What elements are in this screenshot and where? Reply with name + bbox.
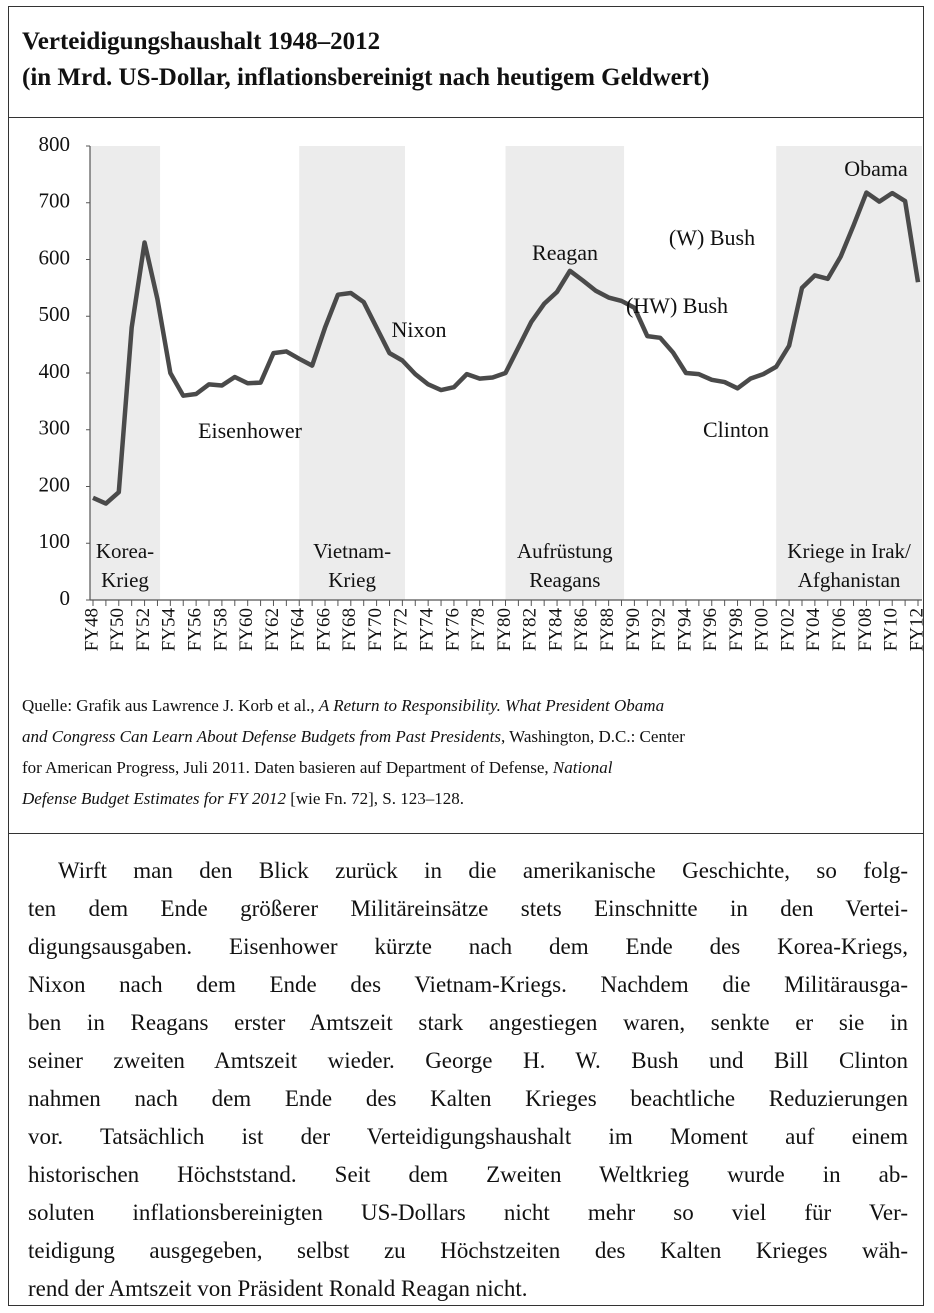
x-tick-label: FY82 — [520, 608, 541, 651]
period-band — [505, 146, 625, 600]
caption-text: for American Progress, Juli 2011. Daten … — [22, 758, 553, 777]
x-tick-label: FY02 — [777, 608, 798, 651]
caption-text: and Congress Can Learn About Defense Bud… — [22, 727, 501, 746]
x-tick-label: FY48 — [81, 608, 102, 651]
caption-line: and Congress Can Learn About Defense Bud… — [22, 727, 685, 747]
annotation: Eisenhower — [198, 418, 303, 443]
y-tick-label: 100 — [39, 529, 71, 553]
annotation: Nixon — [392, 317, 447, 342]
caption-line: Defense Budget Estimates for FY 2012 [wi… — [22, 789, 464, 809]
y-tick-label: 500 — [39, 302, 71, 326]
caption-text: , Washington, D.C.: Center — [500, 727, 685, 746]
chart-title: (in Mrd. US-Dollar, inflationsbereinigt … — [22, 64, 710, 91]
body-line: ben in Reagans erster Amtszeit stark ang… — [28, 1010, 908, 1035]
x-tick-label: FY94 — [674, 608, 695, 652]
x-tick-label: FY84 — [545, 608, 566, 652]
y-tick-label: 200 — [39, 472, 71, 496]
band-label: Afghanistan — [798, 568, 901, 592]
period-band — [776, 146, 922, 600]
x-tick-label: FY86 — [571, 608, 592, 651]
chart: Korea- Krieg Vietnam- Krieg Aufrüstung Reagan… — [39, 132, 928, 652]
band-label: Kriege in Irak/ — [787, 539, 911, 563]
band-label: Krieg — [101, 568, 149, 592]
x-tick-label: FY90 — [623, 608, 644, 651]
body-line: Wirft man den Blick zurück in die amerik… — [58, 858, 908, 883]
period-band — [299, 146, 405, 600]
x-tick-label: FY08 — [855, 608, 876, 651]
x-tick-label: FY70 — [365, 608, 386, 651]
x-tick-label: FY98 — [726, 608, 747, 651]
body-line: teidigung ausgegeben, selbst zu Höchstze… — [28, 1238, 908, 1263]
annotation: (W) Bush — [669, 225, 755, 250]
body-line: vor. Tatsächlich ist der Verteidigungsha… — [28, 1124, 908, 1149]
rule — [8, 117, 924, 118]
data-line — [92, 190, 921, 506]
body-line: digungsausgaben. Eisenhower kürzte nach … — [28, 934, 908, 959]
caption-text: Quelle: Grafik aus Lawrence J. Korb et a… — [22, 696, 319, 715]
x-tick-label: FY12 — [906, 608, 927, 651]
x-tick-label: FY78 — [468, 608, 489, 651]
caption-line: for American Progress, Juli 2011. Daten … — [22, 758, 612, 778]
body-line: seiner zweiten Amtszeit wieder. George H… — [28, 1048, 908, 1073]
x-tick-label: FY64 — [288, 608, 309, 652]
x-tick-label: FY50 — [107, 608, 128, 651]
band-label: Krieg — [328, 568, 376, 592]
body-line: ten dem Ende größerer Militäreinsätze st… — [28, 896, 908, 921]
x-tick-label: FY60 — [236, 608, 257, 651]
annotation: (HW) Bush — [626, 293, 728, 318]
x-tick-label: FY06 — [829, 608, 850, 651]
annotation: Reagan — [532, 240, 598, 265]
band-label: Korea- — [96, 539, 154, 563]
x-tick-label: FY72 — [391, 608, 412, 651]
x-tick-label: FY96 — [700, 608, 721, 651]
x-tick-label: FY74 — [417, 608, 438, 652]
caption-text: Defense Budget Estimates for FY 2012 — [22, 789, 286, 808]
x-tick-label: FY58 — [210, 608, 231, 651]
frame — [8, 6, 924, 1306]
body-line: historischen Höchststand. Seit dem Zweit… — [28, 1162, 908, 1187]
x-tick-label: FY10 — [881, 608, 902, 651]
x-tick-label: FY62 — [262, 608, 283, 651]
y-tick-label: 300 — [39, 416, 71, 440]
band-label: Reagans — [529, 568, 600, 592]
period-band — [90, 146, 161, 600]
x-tick-label: FY76 — [442, 608, 463, 651]
x-tick-label: FY92 — [649, 608, 670, 651]
y-tick-label: 0 — [60, 586, 71, 610]
x-tick-label: FY88 — [597, 608, 618, 651]
caption-line: Quelle: Grafik aus Lawrence J. Korb et a… — [22, 696, 664, 716]
rule — [8, 833, 924, 834]
y-tick-label: 800 — [39, 132, 71, 156]
y-tick-label: 700 — [39, 189, 71, 213]
x-tick-label: FY68 — [339, 608, 360, 651]
annotation: Obama — [844, 156, 908, 181]
band-label: Vietnam- — [313, 539, 391, 563]
x-tick-label: FY56 — [184, 608, 205, 651]
annotation: Clinton — [703, 417, 769, 442]
y-tick-label: 600 — [39, 245, 71, 269]
caption-text: A Return to Responsibility. What Preside… — [318, 696, 665, 715]
body-line: Nixon nach dem Ende des Vietnam-Kriegs. … — [28, 972, 908, 997]
body-line: nahmen nach dem Ende des Kalten Krieges … — [28, 1086, 908, 1111]
x-tick-label: FY00 — [752, 608, 773, 651]
chart-title: Verteidigungshaushalt 1948–2012 — [22, 28, 381, 55]
caption-text: National — [552, 758, 613, 777]
caption-text: [wie Fn. 72], S. 123–128. — [285, 789, 464, 808]
x-tick-label: FY54 — [159, 608, 180, 652]
y-tick-label: 400 — [39, 359, 71, 383]
x-tick-label: FY66 — [313, 608, 334, 651]
x-tick-label: FY80 — [494, 608, 515, 651]
x-tick-label: FY04 — [803, 608, 824, 652]
body-line: soluten inflationsbereinigten US-Dollars… — [28, 1200, 908, 1225]
band-label: Aufrüstung — [517, 539, 613, 563]
x-tick-label: FY52 — [133, 608, 154, 651]
body-line: rend der Amtszeit von Präsident Ronald R… — [28, 1276, 528, 1301]
